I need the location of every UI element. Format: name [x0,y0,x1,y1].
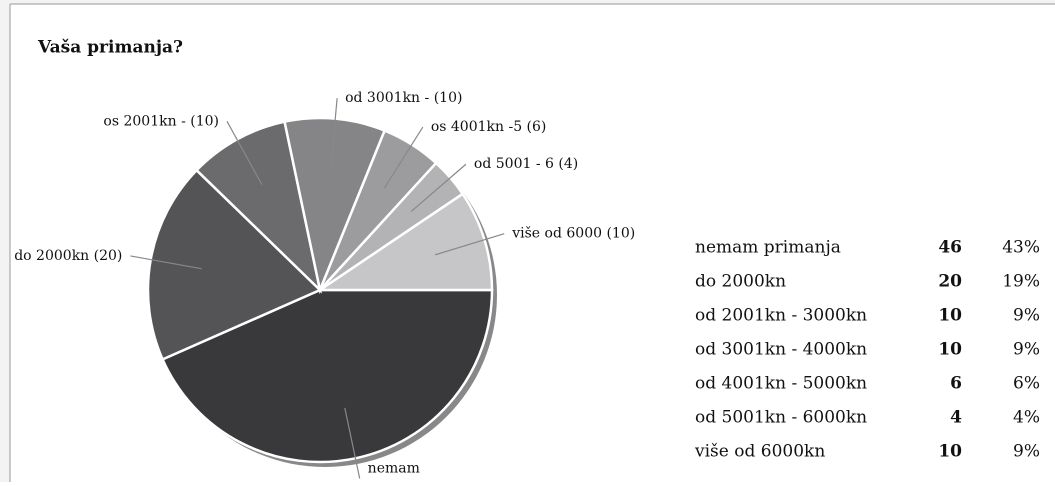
leader-line [383,126,424,189]
row-count: 10 [938,442,962,462]
slice-label: od 3001kn - (10) [345,90,462,106]
leader-line [410,163,467,212]
row-percent: 6% [1013,374,1040,394]
row-label: od 3001kn - 4000kn [695,340,867,360]
row-count: 10 [938,306,962,326]
row-label: do 2000kn [695,272,786,292]
row-label: više od 6000kn [694,442,825,462]
row-label: od 5001kn - 6000kn [695,408,867,428]
row-count: 6 [950,374,962,394]
row-label: nemam primanja [695,238,841,258]
row-percent: 43% [1002,238,1040,258]
row-count: 20 [938,272,962,292]
leader-line [130,255,202,270]
slice-label: os 2001kn - (10) [103,113,219,129]
row-percent: 9% [1013,442,1040,462]
row-count: 10 [938,340,962,360]
slice-label: od 5001 - 6 (4) [474,156,578,172]
leader-line [226,121,263,185]
slice-label: više od 6000 (10) [511,225,635,242]
leader-line [434,233,505,256]
row-label: od 2001kn - 3000kn [695,306,867,326]
row-count: 4 [950,408,962,428]
row-percent: 9% [1013,340,1040,360]
row-percent: 19% [1002,272,1040,292]
row-percent: 4% [1013,408,1040,428]
slice-label: do 2000kn (20) [14,248,122,264]
row-percent: 9% [1013,306,1040,326]
row-count: 46 [938,238,962,258]
row-label: od 4001kn - 5000kn [695,374,867,394]
chart-title: Vaša primanja? [37,38,183,58]
leader-line [330,98,338,171]
label-line: nemam [368,461,420,477]
leader-line [344,407,361,479]
slice-label: os 4001kn -5 (6) [431,119,547,135]
